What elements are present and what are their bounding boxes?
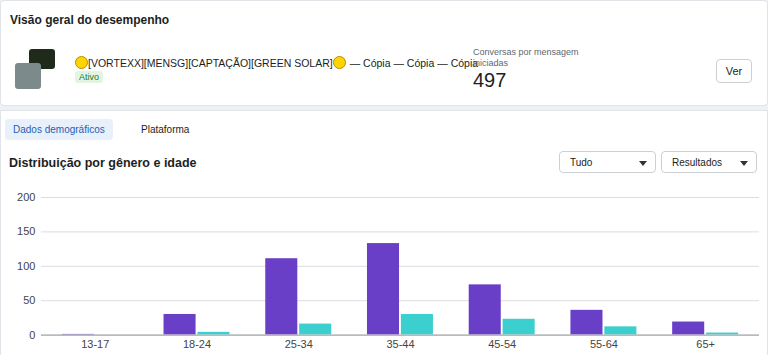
html-text:Visão geral do desempenho: Visão geral do desempenho xyxy=(10,13,170,27)
svg-text:18-24: 18-24 xyxy=(183,338,211,350)
html-text:Ativo: Ativo xyxy=(79,72,99,82)
html-text:— Cópia — Cópia — Cópia: — Cópia — Cópia — Cópia xyxy=(349,57,479,69)
html-text:Dados demográficos: Dados demográficos xyxy=(13,124,105,135)
svg-text:200: 200 xyxy=(17,191,35,203)
svg-text:25-34: 25-34 xyxy=(285,338,313,350)
html-text:Distribuição por gênero e idad: Distribuição por gênero e idade xyxy=(9,156,197,170)
svg-text:45-54: 45-54 xyxy=(488,338,516,350)
svg-text:0: 0 xyxy=(29,329,35,341)
html-text:Tudo: Tudo xyxy=(570,157,593,168)
svg-text:35-44: 35-44 xyxy=(386,338,414,350)
svg-text:100: 100 xyxy=(17,260,35,272)
html-text:Plataforma: Plataforma xyxy=(141,124,190,135)
svg-text:55-64: 55-64 xyxy=(590,338,618,350)
svg-text:65+: 65+ xyxy=(696,338,715,350)
html-text:Conversas por mensagem iniciad: Conversas por mensagem iniciadas xyxy=(473,47,579,68)
html-text:Resultados: Resultados xyxy=(672,157,722,168)
html-text:[VORTEXX][MENSG][CAPTAÇÃO][GRE: [VORTEXX][MENSG][CAPTAÇÃO][GREEN SOLAR] xyxy=(88,57,333,69)
svg-text:150: 150 xyxy=(17,225,35,237)
html-text:Ver: Ver xyxy=(725,65,743,77)
svg-text:13-17: 13-17 xyxy=(81,338,109,350)
svg-text:50: 50 xyxy=(23,294,35,306)
html-text:497: 497 xyxy=(473,69,507,91)
